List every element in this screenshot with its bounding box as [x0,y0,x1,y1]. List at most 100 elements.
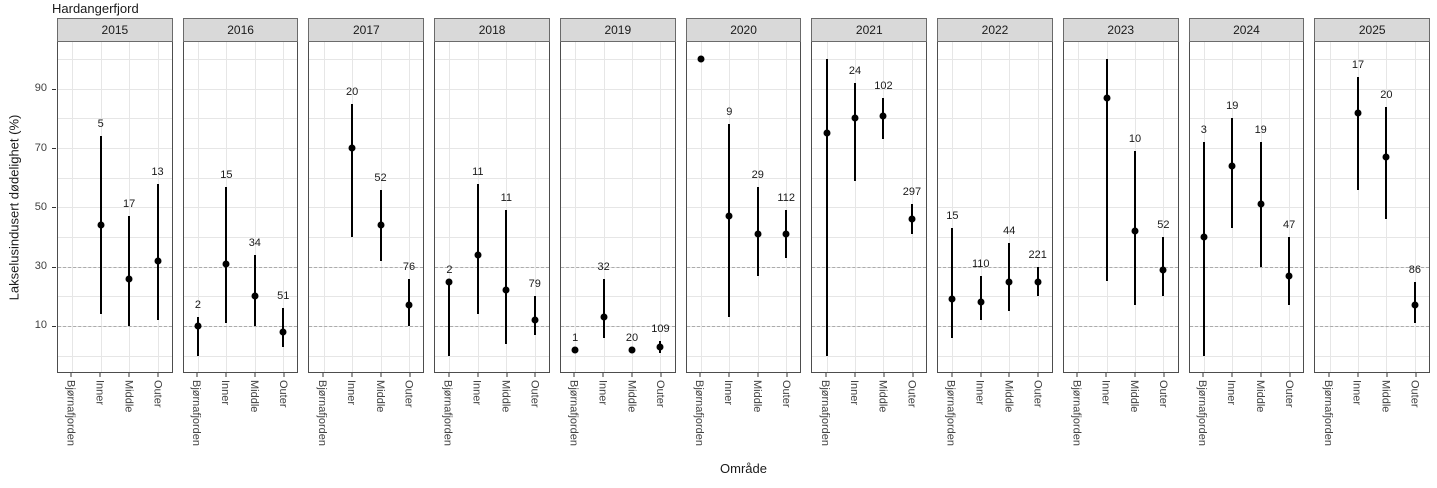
reference-line-10 [309,325,424,327]
count-label: 79 [528,278,541,291]
v-gridline [980,42,982,372]
y-tick-label: 10 [34,319,47,332]
h-gridline [560,59,675,61]
h-gridline [58,148,172,150]
x-tick-mark [912,373,914,377]
x-tick-label: Inner [596,380,609,406]
count-label: 11 [500,192,512,205]
data-point [1005,278,1013,285]
facet-panel-2020: 9 29 112 [685,42,802,373]
h-gridline [1315,296,1430,298]
x-tick-mark [1134,373,1136,377]
reference-line-30 [938,266,1052,268]
x-axis-2021: Bjørnafjorden Inner Middle Outer [811,373,927,459]
x-tick-label: Outer [1408,380,1421,408]
x-tick-label: Middle [751,380,763,413]
x-tick-label: Middle [625,380,638,413]
error-bar [156,183,159,321]
x-axis-title: Område [720,461,767,476]
x-tick-mark [506,373,508,377]
count-label: 86 [1408,263,1421,276]
v-gridline [1037,42,1039,372]
reference-line-10 [686,325,801,327]
facet-panel-2017: 20 52 76 [308,42,425,373]
error-bar [533,296,536,335]
h-gridline [1063,207,1178,209]
h-gridline [560,88,675,90]
facet-panel-2024: 3 19 19 47 [1188,42,1305,373]
h-gridline [183,88,298,90]
h-gridline [560,177,675,179]
data-point [1131,227,1139,235]
facet-panel-2022: 15 110 44 221 [937,42,1053,373]
h-gridline [183,296,298,298]
h-gridline [812,296,927,298]
facet-strip-2015: 2015 [57,18,173,42]
h-gridline [560,148,675,150]
count-label: 221 [1028,248,1047,261]
error-bar [825,59,828,356]
data-point [348,144,356,152]
h-gridline [1315,88,1430,90]
h-gridline [686,118,801,120]
x-tick-mark [99,373,101,377]
h-gridline [1315,237,1430,239]
x-tick-mark [699,373,701,377]
v-gridline [72,42,74,372]
v-gridline [1163,42,1165,372]
h-gridline [686,148,801,150]
x-tick-label: Inner [1225,380,1237,406]
x-tick-label: Inner [847,380,860,406]
count-label: 20 [625,331,639,344]
h-gridline [560,237,675,239]
v-gridline [786,42,788,372]
count-label: 2 [446,263,453,276]
v-gridline [254,42,256,372]
error-bar [1231,118,1234,229]
x-tick-label: Outer [654,380,667,408]
h-gridline [686,177,801,179]
x-axis-2024: Bjørnafjorden Inner Middle Outer [1189,373,1305,459]
reference-line-30 [183,266,298,268]
x-tick-label: Outer [528,380,541,408]
h-gridline [1189,177,1304,179]
error-bar [1008,242,1011,312]
facet-strip-label: 2024 [1233,23,1260,37]
plot-title: Hardangerfjord [52,1,139,16]
facet-2017: 2017 20 52 76 Bjørnafjorden Inner Middle Outer [308,18,425,459]
x-tick-mark [534,373,536,377]
x-tick-mark [225,373,227,377]
facet-2018: 2018 2 11 11 79 Bjørnafjorden Inner Middle Outer [434,18,550,459]
count-label: 109 [651,322,670,335]
h-gridline [1315,177,1430,179]
x-tick-mark [660,373,662,377]
h-gridline [58,355,172,357]
facet-panel-2018: 2 11 11 79 [434,42,550,373]
y-axis: 10 30 50 70 90 [0,42,57,372]
x-tick-mark [157,373,159,377]
h-gridline [435,207,549,209]
h-gridline [309,148,424,150]
x-tick-label: Middle [1128,380,1141,413]
h-gridline [686,88,801,90]
count-label: 112 [777,192,795,205]
data-point [251,292,259,300]
facet-strip-label: 2017 [352,23,380,37]
x-tick-label: Bjørnafjorden [693,380,706,447]
facet-2023: 2023 10 52 Bjørnafjorden Inner Middle Outer [1062,18,1179,459]
error-bar [1356,76,1359,190]
data-point [697,55,705,63]
x-tick-label: Inner [973,380,986,406]
h-gridline [435,355,549,357]
h-gridline [183,59,298,61]
v-gridline [323,42,325,372]
x-tick-mark [283,373,285,377]
count-label: 15 [220,168,233,181]
x-tick-mark [448,373,450,377]
count-label: 44 [1003,224,1016,237]
h-gridline [183,207,298,209]
x-tick-label: Bjørnafjorden [441,380,454,447]
reference-line-10 [560,325,675,327]
data-point [879,112,887,120]
h-gridline [1189,118,1304,120]
